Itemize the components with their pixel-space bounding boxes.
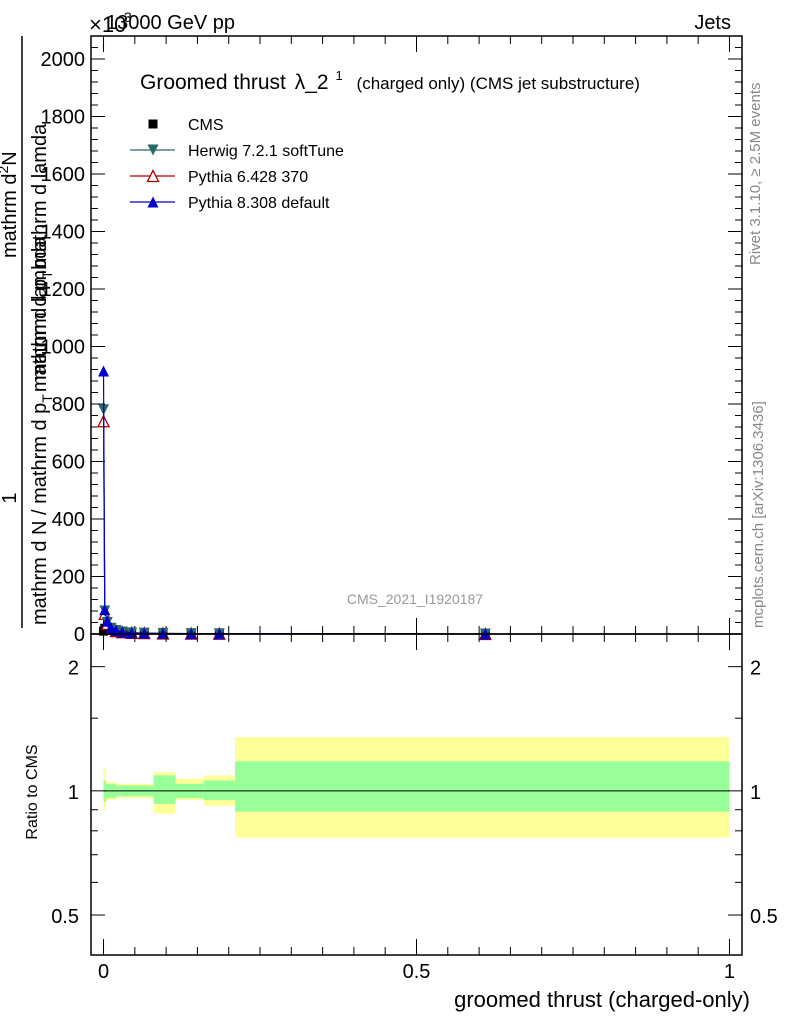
main-y-tick-label: 800: [52, 394, 85, 416]
main-y-tick-label: 1600: [41, 164, 86, 186]
ratio-y-title: Ratio to CMS: [24, 744, 41, 839]
x-tick-label: 1: [724, 961, 735, 983]
main-y-tick-label: 1400: [41, 222, 86, 244]
y-title-line1: 1: [0, 492, 21, 503]
main-y-tick-label: 200: [52, 567, 85, 589]
series-point: [138, 627, 150, 639]
series-point: [101, 615, 113, 627]
ratio-y-tick-label-right: 1: [750, 782, 761, 804]
legend-marker: [147, 144, 159, 156]
x-tick-label: 0.5: [403, 961, 431, 983]
y-title-line3-main: mathrm d: [0, 174, 21, 258]
ratio-ticks: [91, 634, 742, 955]
y-title-line2-main: mathrm d N / mathrm d p: [29, 403, 51, 625]
legend-entry: CMS: [148, 117, 224, 134]
ratio-tick-labels: 0.5 0.5 1 1 2 2 0 0.5 1: [51, 658, 778, 983]
legend-marker: [148, 119, 158, 129]
ratio-y-tick-label: 0.5: [51, 906, 79, 928]
main-y-tick-label: 400: [52, 509, 85, 531]
ratio-y-tick-label: 2: [68, 658, 79, 680]
ratio-band-inner: [153, 775, 176, 804]
y-title-line3-tail: N: [0, 151, 21, 165]
main-y-tick-label: 1800: [41, 107, 86, 129]
main-panel: 0 200 400 600 800 1000 1200 1400 1600 1800 2000 CM…: [0, 35, 743, 646]
main-tick-labels: 0 200 400 600 800 1000 1200 1400 1600 1800 2000: [41, 49, 86, 646]
x-tick-label: 0: [98, 961, 109, 983]
ratio-bands: [103, 737, 730, 838]
ratio-y-tick-label: 1: [68, 782, 79, 804]
legend-entry: Herwig 7.2.1 softTune: [130, 143, 344, 160]
y-title-line3-sup: 2: [0, 166, 11, 174]
chart-title-sup: 1: [335, 68, 342, 83]
legend-label: Pythia 6.428 370: [188, 169, 308, 186]
chart-title: Groomed thrust λ_2 1 (charged only) (CMS…: [140, 62, 640, 94]
legend-label: CMS: [188, 117, 224, 134]
y-title-line4-sub: T: [39, 270, 55, 279]
main-y-tick-label: 1000: [41, 337, 86, 359]
header-exponent: ×10: [89, 12, 126, 37]
legend-entry: Pythia 6.428 370: [130, 169, 308, 186]
y-title-line2-sub: T: [39, 394, 55, 403]
watermark: CMS_2021_I1920187: [347, 591, 483, 607]
ratio-panel: 0.5 0.5 1 1 2 2 0 0.5 1 Ratio to CMS groomed thr…: [24, 633, 778, 1012]
series-point: [98, 365, 110, 377]
y-title-line4: mathrm d pTmathrm d lamda: [29, 123, 55, 380]
legend-marker: [147, 196, 159, 208]
y-axis-title: 1 mathrm d N / mathrm d pTmathrm d lambd…: [0, 36, 55, 628]
rivet-label: Rivet 3.1.10, ≥ 2.5M events: [747, 83, 764, 266]
legend-label: Pythia 8.308 default: [188, 195, 330, 212]
ratio-y-tick-label-right: 2: [750, 658, 761, 680]
y-title-line2: mathrm d N / mathrm d pTmathrm d lambda: [29, 236, 55, 625]
chart-subtitle: (charged only) (CMS jet substructure): [357, 74, 640, 93]
main-y-tick-label: 600: [52, 452, 85, 474]
y-title-line4-main: mathrm d p: [29, 279, 51, 380]
series-0: [99, 623, 490, 639]
main-y-tick-label: 0: [74, 624, 85, 646]
legend: CMS Herwig 7.2.1 softTune Pythia 6.428 370…: [130, 117, 344, 212]
legend-entry: Pythia 8.308 default: [130, 195, 330, 212]
series-point: [99, 604, 111, 616]
chart-title-symbol: λ_2: [295, 71, 329, 94]
main-ticks: [91, 35, 742, 635]
ratio-band-inner: [234, 761, 730, 812]
ratio-y-tick-label-right: 0.5: [750, 906, 778, 928]
y-title-line4-tail: mathrm d lamda: [29, 123, 51, 268]
mcplots-label: mcplots.cern.ch [arXiv:1306.3436]: [750, 401, 767, 628]
header-exponent-power: 3: [124, 9, 132, 25]
main-y-tick-label: 2000: [41, 49, 86, 71]
header-process: Jets: [694, 12, 731, 34]
header-energy: 13000 GeV pp: [106, 12, 235, 34]
main-y-tick-label: 1200: [41, 279, 86, 301]
ratio-band-inner: [203, 780, 235, 801]
x-axis-title: groomed thrust (charged-only): [454, 987, 750, 1012]
legend-label: Herwig 7.2.1 softTune: [188, 143, 344, 160]
y-title-line3: mathrm d2N: [0, 151, 21, 258]
chart-title-main: Groomed thrust: [140, 71, 286, 94]
ratio-frame: [90, 633, 743, 956]
y-title-line2-tail: mathrm d lambda: [29, 236, 51, 392]
legend-marker: [146, 169, 160, 183]
